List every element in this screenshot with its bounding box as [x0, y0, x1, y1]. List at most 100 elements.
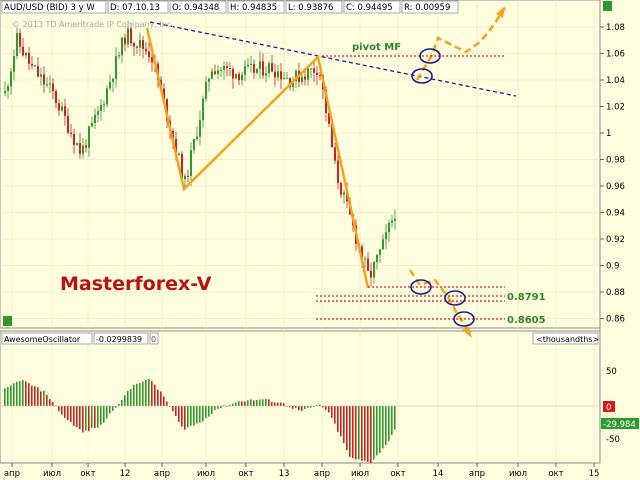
osc-tick-50: 50 — [606, 367, 617, 377]
time-tick-label: 14 — [433, 469, 444, 479]
oscillator-bar — [370, 406, 372, 464]
candle-body — [46, 84, 48, 86]
candle-body — [340, 182, 342, 195]
candle-body — [55, 91, 57, 104]
candle-body — [106, 88, 108, 105]
candle-body — [376, 254, 378, 262]
oscillator-bar — [301, 406, 303, 411]
candle-body — [94, 114, 96, 124]
oscillator-bar — [196, 406, 198, 424]
oscillator-bar — [340, 406, 342, 437]
range-box — [401, 0, 459, 14]
oscillator-bar — [352, 406, 354, 459]
time-tick-label: июл — [197, 469, 215, 479]
oscillator-bar — [175, 406, 177, 417]
candle-body — [103, 104, 105, 106]
oscillator-bar — [391, 406, 393, 436]
time-tick-label: апр — [154, 469, 170, 479]
oscillator-panel[interactable] — [0, 330, 601, 464]
range-label: R: 0.00959 — [404, 3, 450, 13]
candle-body — [367, 258, 369, 271]
candle-body — [97, 111, 99, 115]
low-box — [285, 0, 343, 14]
candle-body — [4, 90, 6, 94]
osc-tick-0: 0 — [606, 403, 611, 413]
price-tick-label: 1.08 — [606, 23, 625, 33]
candle-body — [217, 70, 219, 74]
candle-body — [70, 132, 72, 134]
candle-body — [148, 51, 150, 58]
candle-body — [250, 63, 252, 65]
candle-body — [268, 63, 270, 74]
oscillator-bar — [172, 406, 174, 412]
date-box — [107, 0, 169, 14]
oscillator-bar — [280, 402, 282, 406]
candle-body — [34, 65, 36, 67]
candle-body — [76, 143, 78, 145]
candle-body — [220, 70, 222, 72]
candle-body — [145, 48, 147, 52]
ellipse-trend — [411, 68, 433, 84]
candle-body — [361, 246, 363, 259]
candle-body — [286, 77, 288, 79]
oscillator-bar — [244, 401, 246, 406]
oscillator-bar — [148, 378, 150, 406]
oscillator-bar — [166, 401, 168, 406]
oscillator-bar — [103, 406, 105, 423]
candle-body — [193, 139, 195, 151]
oscillator-value: -0.0299839 — [96, 335, 142, 344]
symbol-box[interactable] — [1, 0, 107, 14]
oscillator-bar — [130, 389, 132, 406]
candle-body — [295, 70, 297, 82]
oscillator-bar — [205, 406, 207, 419]
oscillator-bar — [67, 406, 69, 420]
candle-body — [124, 37, 126, 45]
oscillator-bar — [319, 404, 321, 406]
oscillator-bar — [76, 406, 78, 428]
candle-body — [223, 66, 225, 71]
oscillator-bar — [346, 406, 348, 451]
oscillator-header: AwesomeOscillator -0.0299839 0 <thousand… — [1, 332, 599, 345]
candle-body — [391, 220, 393, 223]
scroll-marker[interactable] — [603, 1, 612, 11]
oscillator-bars — [0, 378, 600, 464]
candle-body — [139, 40, 141, 48]
oscillator-bar — [283, 403, 285, 406]
candle-body — [256, 68, 258, 73]
level1-label: 0.8791 — [507, 292, 546, 303]
candle-body — [226, 66, 228, 68]
ellipse-level1 — [444, 290, 466, 306]
candle-body — [184, 175, 186, 180]
oscillator-bar — [31, 385, 33, 406]
candle-body — [271, 63, 273, 72]
oscillator-bar — [334, 406, 336, 424]
oscillator-bar — [61, 406, 63, 415]
candle-body — [304, 76, 306, 80]
candle-body — [337, 160, 339, 183]
open-label: O: 0.94348 — [172, 3, 219, 13]
time-axis: апр июл окт 12 апр июл окт 13 апр июл окт 14 апр июл о… — [4, 463, 599, 479]
oscillator-bar — [13, 383, 15, 406]
event-marker[interactable] — [3, 316, 12, 326]
candle-body — [301, 76, 303, 83]
candle-body — [334, 147, 336, 161]
time-tick-label: июл — [43, 469, 61, 479]
oscillator-bar — [220, 406, 222, 409]
price-axis: 1.08 1.06 1.04 1.02 1 0.98 0.96 0.94 0.92 0.9 0.88… — [600, 23, 625, 325]
oscillator-bar — [10, 385, 12, 406]
candle-body — [163, 88, 165, 100]
oscillator-bar — [190, 406, 192, 426]
oscillator-bar — [292, 406, 294, 409]
oscillator-name-box[interactable] — [1, 332, 93, 345]
price-tick-label: 1.04 — [606, 76, 625, 86]
oscillator-bar — [154, 384, 156, 406]
oscillator-bar — [187, 406, 189, 428]
time-tick-label: окт — [390, 469, 405, 479]
candle-body — [325, 89, 327, 113]
osc-current-value: -29.984 — [603, 420, 636, 430]
oscillator-bar — [79, 406, 81, 430]
oscillator-bar — [325, 406, 327, 410]
oscillator-bar — [157, 389, 159, 406]
price-panel[interactable] — [0, 0, 601, 329]
